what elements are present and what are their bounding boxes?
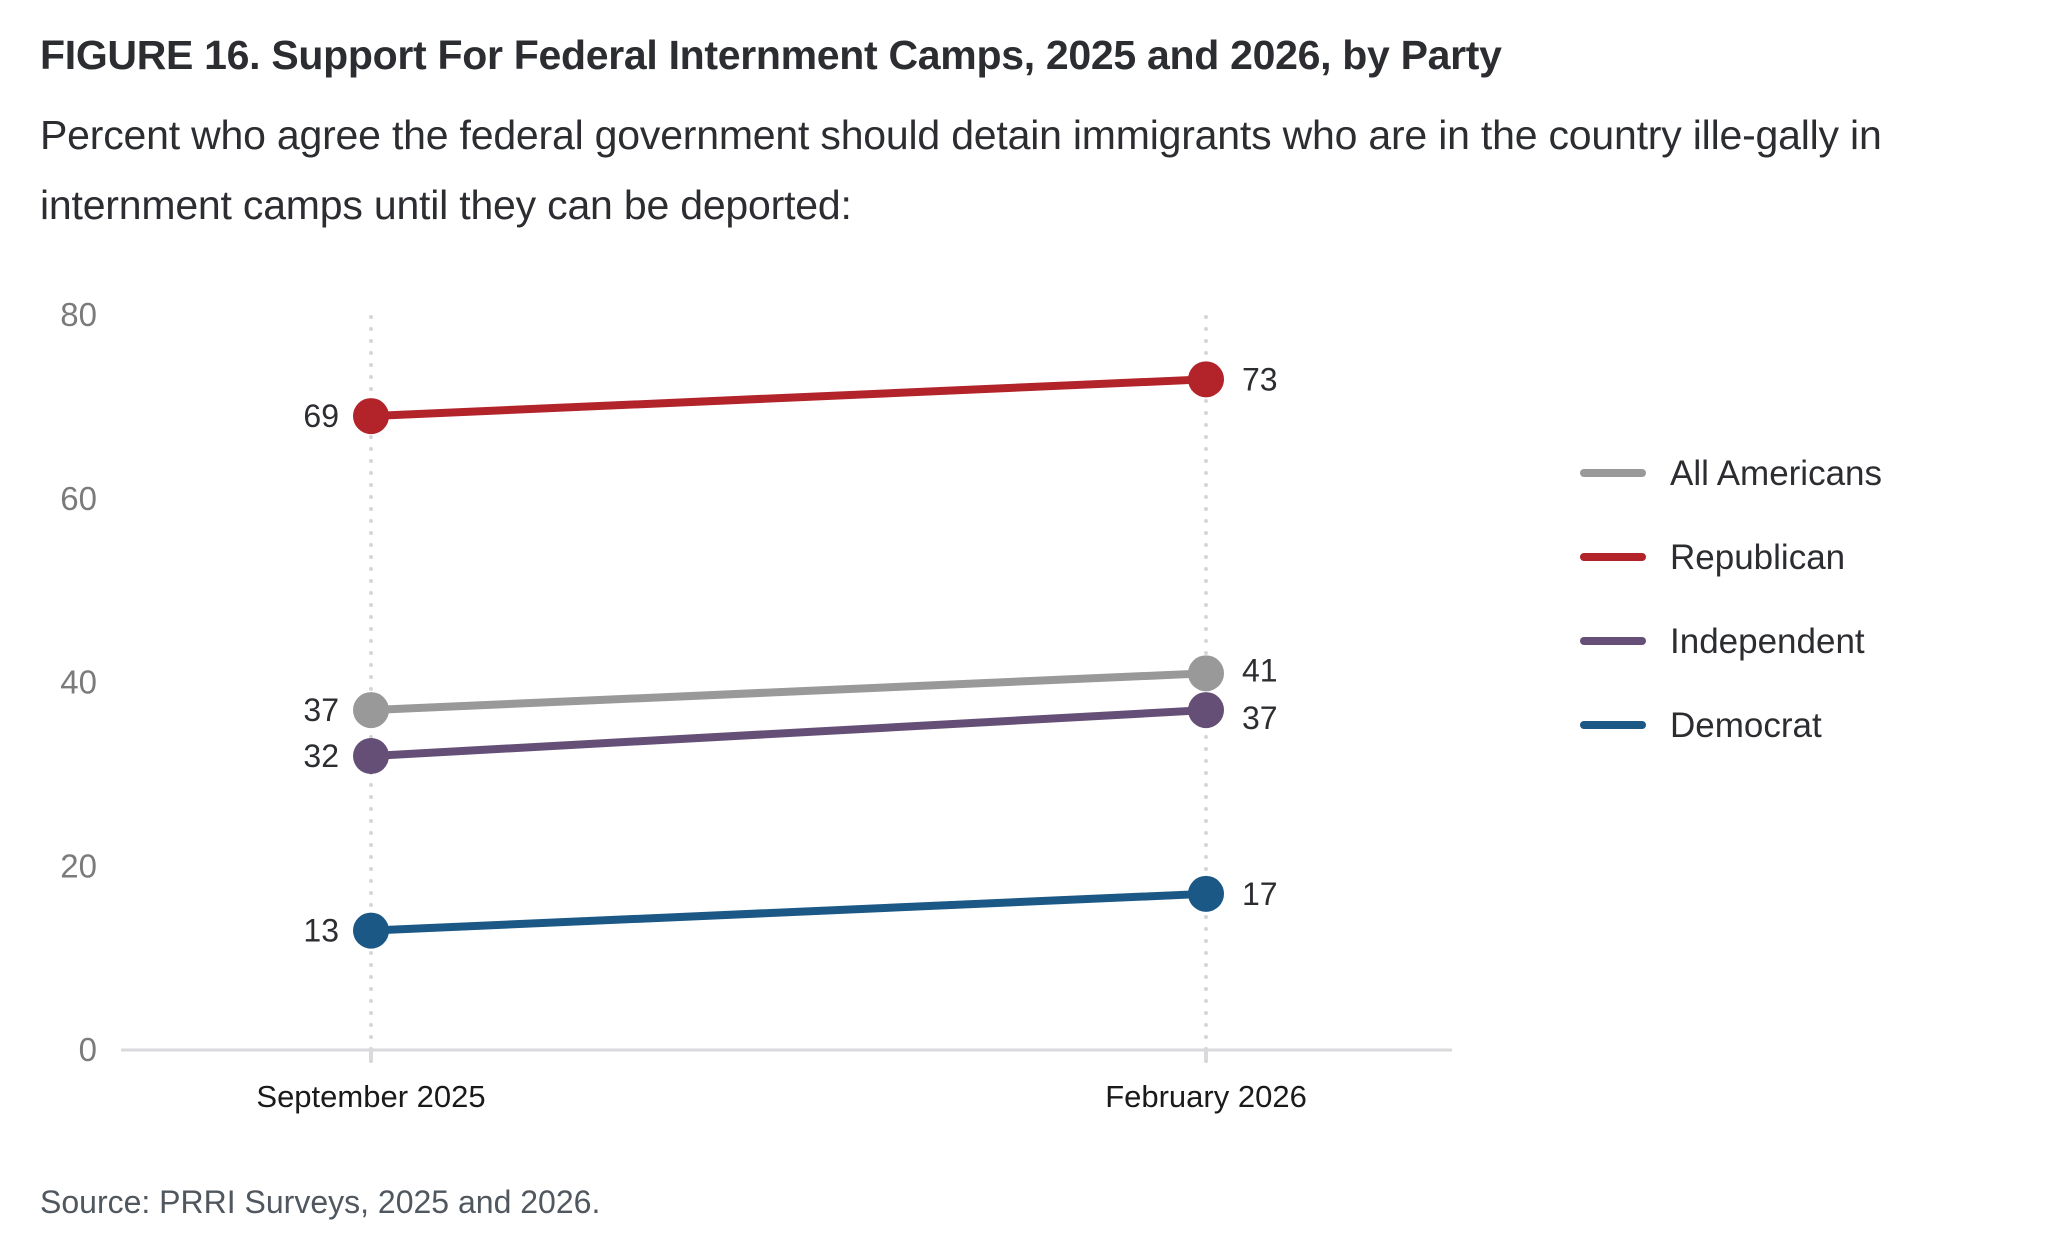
series-line [370, 375, 1207, 421]
series-independent [353, 692, 1224, 774]
data-point [353, 738, 389, 774]
series-all-americans [353, 655, 1224, 729]
data-label: 32 [303, 738, 339, 774]
series-line [370, 706, 1207, 760]
legend-item: Independent [1580, 622, 1865, 661]
data-label: 37 [1242, 700, 1278, 736]
x-axis: September 2025 February 2026 [121, 315, 1452, 1114]
legend-label: Independent [1670, 622, 1865, 661]
y-tick-label: 0 [79, 1031, 97, 1068]
x-tick-label: September 2025 [256, 1079, 485, 1114]
y-tick-label: 20 [60, 847, 97, 884]
series-line [370, 669, 1207, 715]
figure-title: FIGURE 16. Support For Federal Internmen… [40, 32, 1502, 78]
series-democrat [353, 875, 1224, 949]
data-label: 41 [1242, 652, 1278, 688]
legend-label: All Americans [1670, 454, 1882, 493]
legend: All Americans Republican Independent Democr… [1580, 454, 1882, 745]
data-label: 37 [303, 692, 339, 728]
series-republican [353, 361, 1224, 435]
data-point [353, 692, 389, 729]
data-point [353, 398, 389, 435]
data-point [1188, 692, 1224, 729]
y-tick-label: 80 [60, 296, 97, 333]
source-note: Source: PRRI Surveys, 2025 and 2026. [40, 1184, 601, 1220]
y-axis: 0 20 40 60 80 [60, 296, 97, 1068]
figure-subtitle: Percent who agree the federal government… [40, 112, 1882, 228]
series-line [370, 889, 1207, 935]
data-label: 17 [1242, 876, 1278, 912]
data-point [1188, 875, 1224, 912]
legend-item: Democrat [1580, 706, 1822, 745]
y-tick-label: 40 [60, 664, 97, 701]
series-group: 37 41 69 73 32 37 13 17 [303, 361, 1278, 949]
data-point [353, 912, 389, 949]
y-tick-label: 60 [60, 480, 97, 517]
data-label: 13 [303, 913, 339, 949]
data-point [1188, 361, 1224, 398]
x-tick-label: February 2026 [1105, 1079, 1307, 1114]
legend-item: Republican [1580, 538, 1845, 577]
data-label: 69 [303, 398, 339, 434]
data-point [1188, 655, 1224, 692]
legend-label: Democrat [1670, 706, 1822, 745]
legend-item: All Americans [1580, 454, 1882, 493]
legend-label: Republican [1670, 538, 1845, 577]
data-label: 73 [1242, 361, 1278, 397]
